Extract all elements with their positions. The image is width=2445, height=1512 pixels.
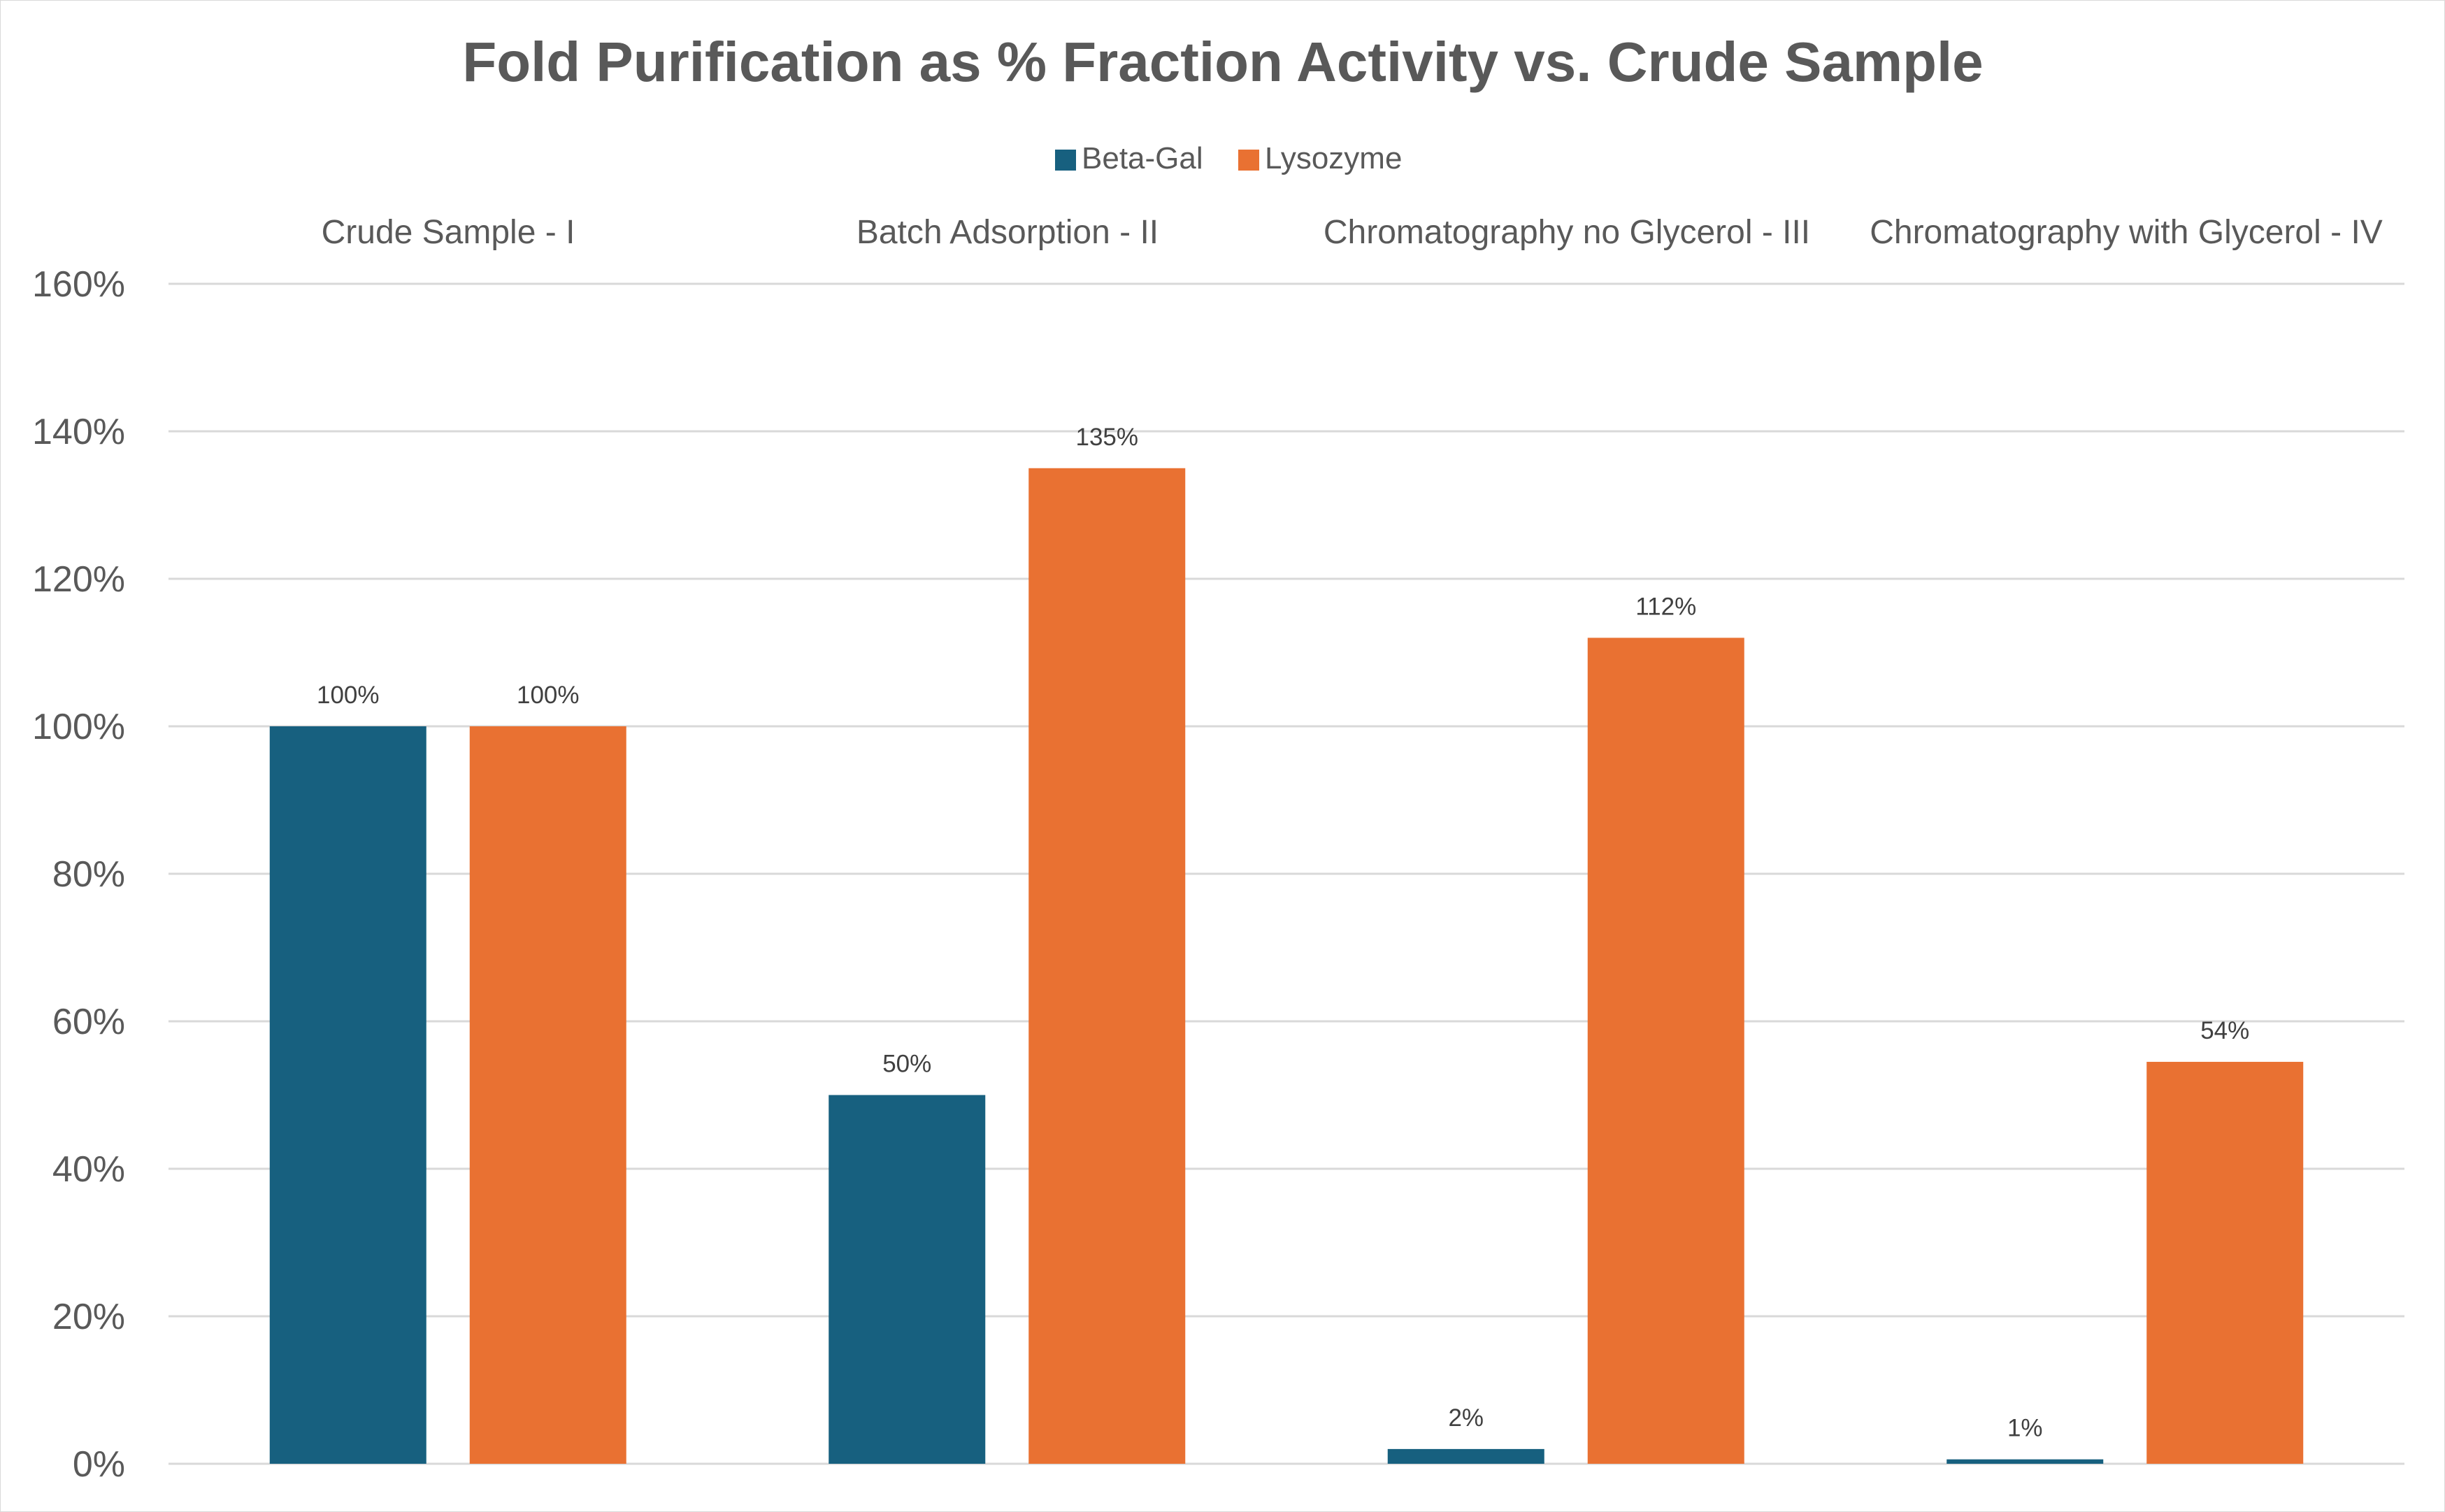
y-tick-label: 40% [52,1149,125,1190]
bar-lysozyme [2146,1062,2304,1464]
category-label: Chromatography with Glycerol - IV [1870,214,2383,251]
bar-lysozyme [469,726,626,1464]
y-tick-label: 160% [32,264,125,305]
y-tick-label: 120% [32,559,125,600]
data-label: 54% [2200,1017,2249,1044]
y-tick-label: 100% [32,707,125,747]
data-label: 100% [317,682,380,709]
bar-beta-gal [829,1095,986,1464]
category-labels: Crude Sample - I Batch Adsorption - II C… [322,214,2383,251]
data-labels: 100% 100% 50% 135% 2% 112% 1% 54% [317,424,2249,1442]
data-label: 135% [1075,424,1138,451]
y-tick-label: 20% [52,1297,125,1337]
y-tick-label: 140% [32,412,125,452]
legend: Beta-Gal Lysozyme [1055,141,1402,175]
bar-beta-gal [1946,1459,2104,1464]
category-label: Crude Sample - I [322,214,575,251]
data-label: 50% [882,1051,931,1078]
legend-swatch-lysozyme [1238,150,1259,171]
y-tick-label: 0% [73,1444,125,1485]
category-label: Batch Adsorption - II [856,214,1159,251]
category-label: Chromatography no Glycerol - III [1324,214,1810,251]
bar-beta-gal [269,726,426,1464]
chart-title: Fold Purification as % Fraction Activity… [462,31,1983,93]
y-tick-label: 80% [52,854,125,895]
data-label: 100% [517,682,580,709]
y-tick-label: 60% [52,1002,125,1042]
bar-lysozyme [1028,468,1186,1464]
data-label: 2% [1448,1404,1484,1432]
y-axis: 0% 20% 40% 60% 80% 100% 120% 140% 160% [32,264,125,1485]
data-label: 112% [1635,593,1696,620]
bar-beta-gal [1387,1448,1544,1464]
data-label: 1% [2007,1415,2043,1442]
legend-label-lysozyme: Lysozyme [1265,141,1402,175]
bars [269,468,2304,1464]
legend-label-beta-gal: Beta-Gal [1082,141,1203,175]
bar-lysozyme [1587,638,1744,1464]
legend-swatch-beta-gal [1055,150,1076,171]
